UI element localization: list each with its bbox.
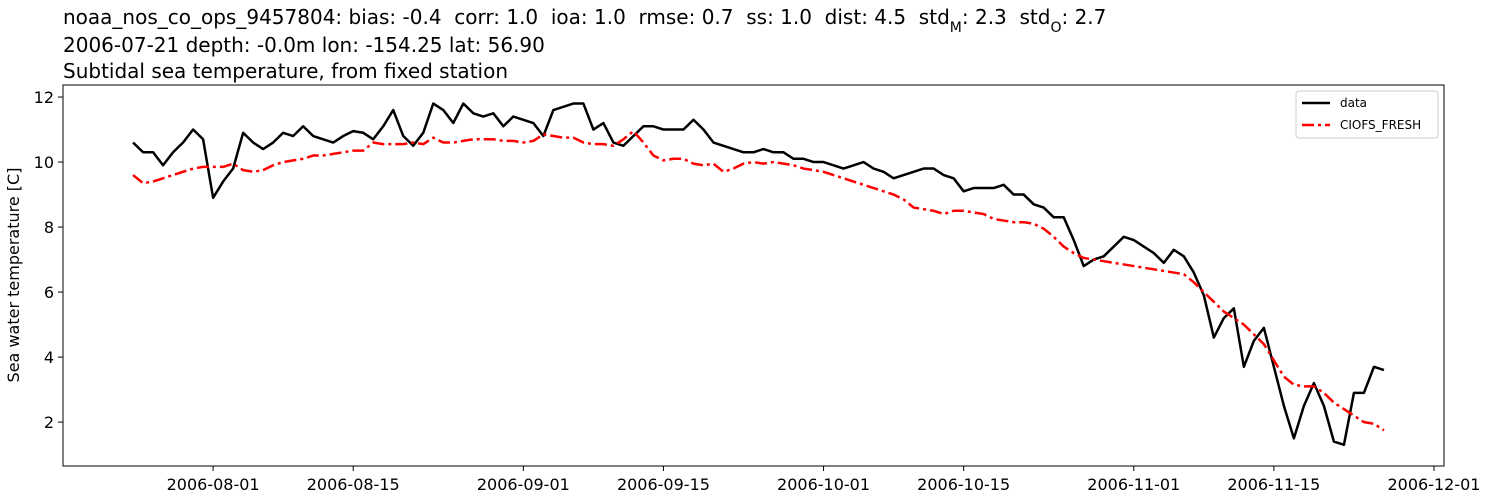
title-part: : 2.7 [1061,5,1106,29]
x-tick-label: 2006-10-01 [777,475,870,494]
x-tick-label: 2006-10-15 [917,475,1010,494]
chart-title: noaa_nos_co_ops_9457804: bias: -0.4 corr… [63,5,1106,36]
data-line [132,102,1385,447]
legend-box [1295,90,1439,139]
x-tick-label: 2006-12-01 [1388,475,1481,494]
y-axis-label: Sea water temperature [C] [4,168,23,383]
x-tick-label: 2006-08-15 [307,475,400,494]
y-tick-label: 4 [44,348,54,367]
chart-subtitle: 2006-07-21 depth: -0.0m lon: -154.25 lat… [63,33,545,57]
title-part: : 2.3 std [962,5,1051,29]
legend-label: data [1340,96,1367,110]
x-tick-label: 2006-09-15 [617,475,710,494]
x-tick-label: 2006-11-15 [1227,475,1320,494]
title-part: O [1050,20,1061,36]
data-line [132,129,1385,432]
x-tick-label: 2006-09-01 [477,475,570,494]
y-tick-label: 2 [44,413,54,432]
y-tick-label: 6 [44,283,54,302]
x-tick-label: 2006-08-01 [167,475,260,494]
x-tick-label: 2006-11-01 [1087,475,1180,494]
y-tick-label: 8 [44,218,54,237]
plot-frame [62,84,1445,467]
legend-label: CIOFS_FRESH [1340,118,1421,132]
y-tick-label: 12 [34,88,54,107]
title-part: M [950,20,962,36]
title-part: noaa_nos_co_ops_9457804: bias: -0.4 corr… [63,5,950,29]
y-tick-label: 10 [34,153,54,172]
chart-subtitle: Subtidal sea temperature, from fixed sta… [63,59,508,83]
